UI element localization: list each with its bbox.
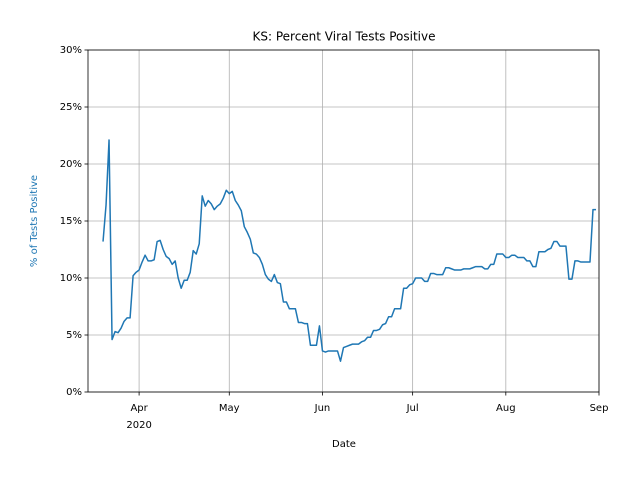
x-tick-label: May (219, 403, 240, 414)
x-tick-label: Jun (314, 403, 331, 414)
y-tick-label: 0% (66, 387, 82, 398)
x-tick-label: Aug (496, 403, 516, 414)
grid (88, 49, 600, 393)
y-tick-label: 30% (60, 45, 82, 56)
y-tick-label: 5% (66, 330, 82, 341)
y-tick-label: 10% (60, 273, 82, 284)
x-axis-label: Date (332, 439, 356, 450)
y-tick-label: 25% (60, 102, 82, 113)
x-tick-year-label: 2020 (126, 420, 151, 431)
x-tick-label: Jul (406, 403, 419, 414)
x-tick-label: Apr (130, 403, 148, 414)
y-tick-label: 15% (60, 216, 82, 227)
y-tick-label: 20% (60, 159, 82, 170)
data-line (102, 139, 596, 362)
plot (102, 139, 596, 362)
y-axis-label: % of Tests Positive (29, 175, 40, 267)
chart-title: KS: Percent Viral Tests Positive (253, 30, 436, 44)
x-tick-label: Sep (590, 403, 609, 414)
